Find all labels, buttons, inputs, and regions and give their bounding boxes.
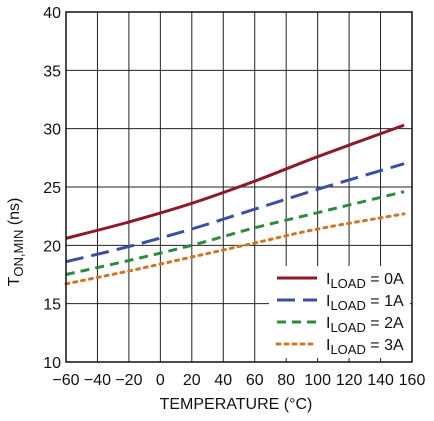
series-line-1 [65,162,405,264]
series-line-0 [65,123,405,240]
y-axis-label: TON,MIN (ns) [6,198,26,287]
x-tick-label: 100 [304,372,331,389]
y-tick-label: 35 [43,63,61,80]
y-tick-label: 25 [43,180,61,197]
legend-label-3: ILOAD = 3A [326,337,404,357]
legend-label-1: ILOAD = 1A [326,293,404,313]
y-tick-label: 10 [43,355,61,372]
x-tick-label: 160 [399,372,426,389]
x-tick-label: 40 [214,372,232,389]
x-tick-labels: −60 −40 −20 0 20 40 60 80 100 120 140 160 [52,372,425,389]
y-axis-label-sub: ON,MIN [11,230,26,277]
x-tick-label: 20 [183,372,201,389]
x-tick-label: 0 [156,372,165,389]
y-tick-label: 15 [43,297,61,314]
legend-label-2: ILOAD = 2A [326,315,404,335]
x-tick-label: 60 [246,372,264,389]
legend-label-0: ILOAD = 0A [326,271,404,291]
x-tick-label: −20 [115,372,142,389]
x-tick-label: 140 [367,372,394,389]
y-axis-label-main: T [6,276,23,286]
y-tick-label: 40 [43,5,61,22]
x-tick-label: 80 [277,372,295,389]
x-tick-label: 120 [336,372,363,389]
plot-frame [65,11,413,363]
y-tick-label: 30 [43,122,61,139]
series-line-3 [64,212,406,286]
x-axis-label: TEMPERATURE (°C) [160,396,313,413]
y-tick-labels: 10 15 20 25 30 35 40 [43,5,61,372]
x-tick-label: −40 [84,372,111,389]
y-tick-label: 20 [43,238,61,255]
series-layer [64,123,406,286]
y-axis-label-suffix: (ns) [6,198,23,230]
x-tick-label: −60 [52,372,79,389]
series-line-2 [65,190,405,276]
